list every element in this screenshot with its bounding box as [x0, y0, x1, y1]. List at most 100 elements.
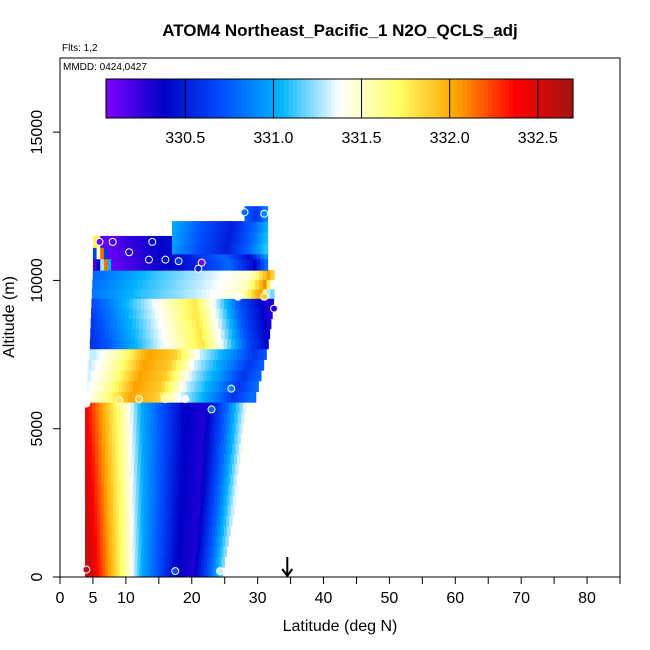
- curtain-cell: [186, 432, 191, 444]
- curtain-cell: [85, 515, 89, 527]
- curtain-cell: [232, 288, 237, 299]
- observation-point: [148, 237, 157, 246]
- curtain-cell: [103, 525, 107, 537]
- curtain-cell: [183, 359, 188, 371]
- curtain-cell: [209, 258, 214, 271]
- curtain-cell: [107, 494, 111, 506]
- curtain-cell: [241, 308, 247, 319]
- curtain-cell: [174, 535, 179, 547]
- curtain-cell: [150, 463, 155, 475]
- curtain-cell: [109, 515, 114, 527]
- curtain-cell: [240, 270, 245, 281]
- curtain-cell: [265, 231, 269, 244]
- curtain-cell: [220, 328, 226, 340]
- curtain-cell: [259, 231, 263, 244]
- curtain-cell: [97, 338, 102, 350]
- curtain-cell: [90, 369, 96, 382]
- curtain-cell: [102, 412, 107, 424]
- curtain-cell: [228, 463, 233, 475]
- curtain-cell: [184, 525, 189, 537]
- curtain-cell: [227, 242, 231, 255]
- curtain-cell: [247, 328, 252, 340]
- curtain-cell: [189, 221, 193, 233]
- curtain-cell: [132, 258, 138, 271]
- curtain-cell: [168, 380, 173, 392]
- curtain-cell: [247, 242, 251, 255]
- curtain-cell: [175, 221, 179, 233]
- curtain-cell: [128, 359, 133, 371]
- curtain-cell: [181, 504, 185, 516]
- curtain-cell: [167, 391, 172, 403]
- curtain-cell: [129, 288, 135, 299]
- curtain-cell: [127, 402, 132, 413]
- curtain-cell: [212, 298, 218, 309]
- curtain-cell: [215, 504, 220, 516]
- curtain-cell: [85, 391, 90, 403]
- curtain-cell: [192, 463, 197, 475]
- curtain-cell: [94, 453, 99, 465]
- curtain-cell: [177, 369, 182, 382]
- curtain-cell: [108, 546, 113, 558]
- curtain-cell: [133, 566, 138, 577]
- curtain-cell: [115, 338, 121, 350]
- curtain-cell: [195, 494, 199, 506]
- curtain-cell: [128, 556, 133, 568]
- curtain-cell: [107, 348, 112, 360]
- curtain-cell: [251, 231, 255, 244]
- curtain-cell: [233, 231, 237, 244]
- curtain-cell: [106, 308, 111, 319]
- curtain-cell: [246, 402, 251, 413]
- curtain-cell: [121, 525, 125, 537]
- curtain-cell: [156, 432, 161, 444]
- curtain-cell: [122, 432, 127, 444]
- curtain-cell: [97, 494, 102, 506]
- curtain-cell: [125, 235, 130, 248]
- curtain-cell: [118, 380, 123, 392]
- curtain-cell: [136, 474, 141, 485]
- curtain-cell: [88, 443, 93, 455]
- curtain-cell: [130, 338, 136, 350]
- curtain-cell: [124, 515, 129, 527]
- curtain-cell: [147, 308, 152, 319]
- curtain-cell: [165, 235, 170, 248]
- curtain-cell: [190, 566, 195, 577]
- curtain-cell: [141, 453, 146, 465]
- curtain-cell: [172, 443, 176, 455]
- curtain-cell: [198, 535, 202, 547]
- curtain-cell: [197, 402, 202, 413]
- curtain-cell: [165, 504, 170, 516]
- curtain-cell: [176, 494, 180, 506]
- curtain-cell: [187, 231, 191, 244]
- curtain-cell: [119, 422, 124, 434]
- colorbar-segment: [441, 79, 447, 118]
- curtain-cell: [143, 247, 149, 260]
- curtain-cell: [112, 369, 117, 382]
- curtain-cell: [236, 380, 241, 392]
- curtain-cell: [156, 279, 162, 290]
- curtain-cell: [222, 515, 227, 527]
- curtain-cell: [134, 338, 139, 350]
- curtain-cell: [124, 359, 130, 371]
- curtain-cell: [96, 546, 101, 558]
- curtain-cell: [164, 546, 169, 558]
- curtain-cell: [130, 515, 135, 527]
- curtain-cell: [112, 432, 117, 444]
- curtain-cell: [216, 338, 221, 350]
- curtain-cell: [149, 432, 154, 444]
- colorbar-segment: [292, 79, 298, 118]
- curtain-cell: [155, 402, 160, 413]
- curtain-cell: [195, 231, 199, 244]
- curtain-cell: [262, 279, 268, 290]
- curtain-cell: [228, 328, 233, 340]
- curtain-cell: [186, 338, 191, 350]
- curtain-cell: [110, 474, 115, 485]
- curtain-cell: [163, 298, 168, 309]
- curtain-cell: [172, 258, 178, 271]
- curtain-cell: [134, 402, 139, 413]
- colorbar-segment: [415, 79, 421, 118]
- curtain-cell: [151, 453, 156, 465]
- curtain-cell: [161, 546, 166, 558]
- curtain-cell: [169, 258, 174, 271]
- curtain-cell: [195, 391, 200, 403]
- curtain-cell: [208, 359, 214, 371]
